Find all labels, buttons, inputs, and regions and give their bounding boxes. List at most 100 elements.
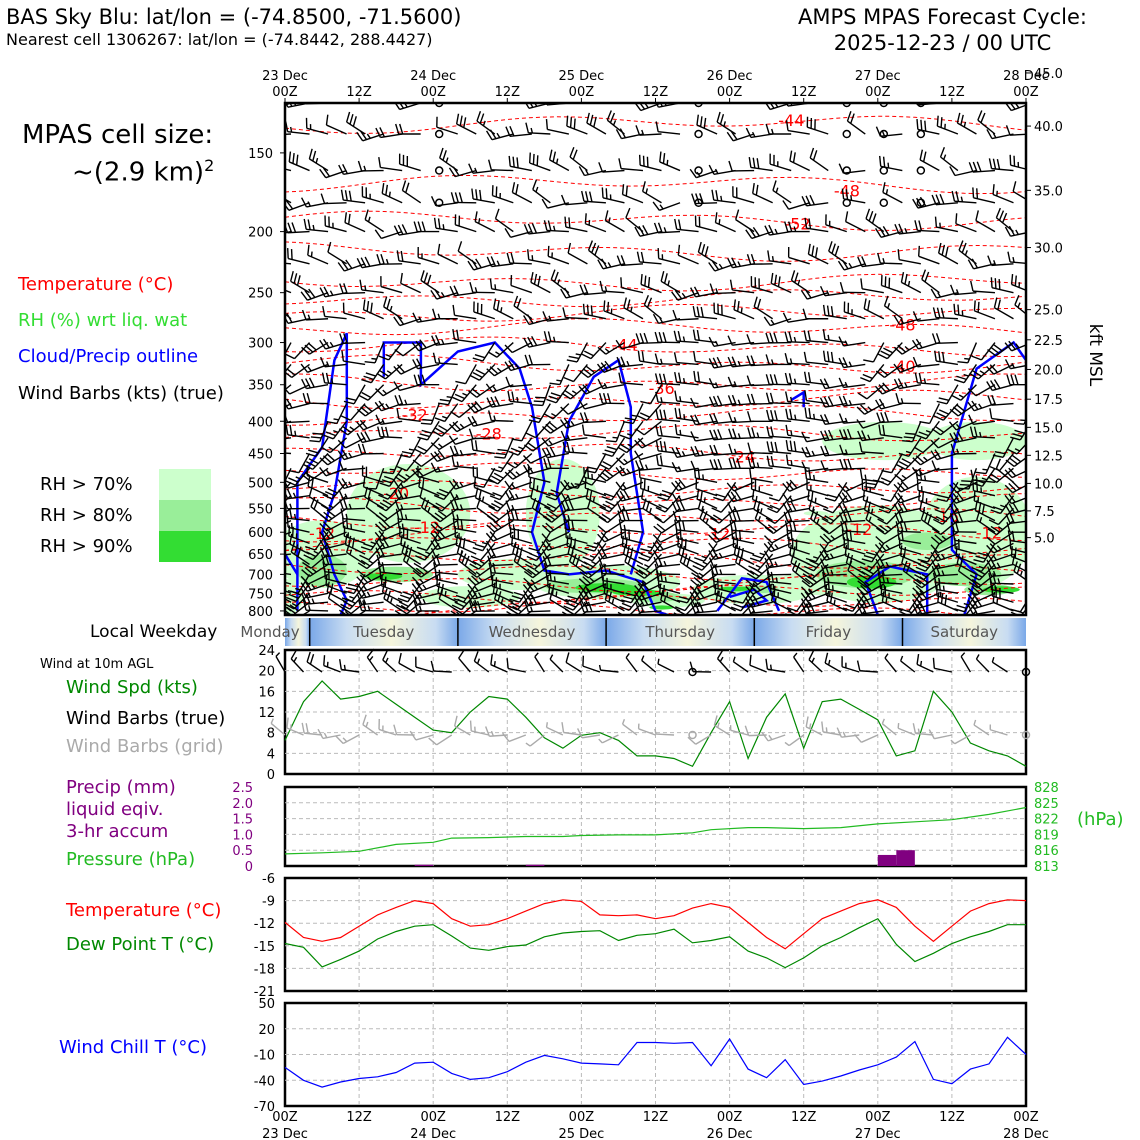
barb-half-flag [789,496,794,502]
profile-wind-barb [454,214,477,233]
profile-wind-barb [846,110,866,135]
barb-flag [458,550,464,562]
profile-wind-barb [673,352,699,366]
barb-flag [285,596,297,602]
barb-flag [569,117,573,128]
profile-wind-barb [839,444,866,456]
barb-flag [944,246,949,258]
profile-wind-barb [788,536,810,555]
barb-flag [745,579,755,588]
pressure-label: Pressure (hPa) [66,849,196,870]
profile-wind-barb [728,443,755,455]
barb-half-flag [329,290,334,296]
barb-flag [921,269,927,280]
barb-flag [703,117,707,129]
barb-half-flag [535,186,539,193]
barb-flag [801,603,808,614]
barb-half-flag [424,551,431,555]
barb-flag [986,544,995,554]
barb-flag [452,396,463,403]
profile-wind-barb [809,147,829,172]
barb-flag [770,410,774,421]
barb-flag [994,278,997,289]
barb-flag [327,487,338,494]
barb-flag [324,554,330,565]
barb-flag [813,511,819,522]
barb-half-flag [575,353,581,356]
barb-flag [790,501,797,512]
barb-half-flag [702,561,708,565]
barb-flag [850,113,855,124]
barb-flag [900,271,905,283]
profile-wind-barb [972,187,996,204]
profile-wind-barb [709,458,736,471]
profile-wind-barb [289,271,310,294]
profile-wind-barb [430,196,458,207]
barb-flag [728,458,733,469]
barb-flag [327,241,332,253]
barb-flag [474,487,479,498]
barb-flag [430,540,438,550]
barb-flag [708,336,715,347]
profile-wind-barb [528,403,551,424]
barb-flag [753,498,758,510]
profile-wind-barb [764,224,792,236]
profile-wind-barb [875,531,903,545]
barb-half-flag [790,396,793,403]
profile-wind-barb [992,184,1014,204]
barb-flag [976,161,982,172]
barb-flag [531,335,538,346]
barb-flag [819,285,826,297]
barb-flag [809,194,815,206]
profile-wind-barb [488,495,514,512]
profile-wind-barb [977,110,996,135]
barb-flag [819,543,828,553]
barb-flag [696,306,700,317]
barb-half-flag [904,227,908,234]
calm-wind-marker [434,166,444,175]
barb-flag [808,499,813,510]
profile-wind-barb [969,426,995,439]
barb-flag [898,461,909,468]
barb-flag [653,222,659,233]
barb-flag [305,593,311,605]
profile-wind-barb [543,331,569,344]
profile-wind-barb [356,130,384,142]
barb-flag [877,518,888,525]
profile-wind-barb [319,507,347,522]
profile-wind-barb [584,453,607,474]
barb-flag [300,575,309,585]
barb-flag [456,611,462,615]
barb-flag [678,478,687,489]
barb-flag [915,598,923,608]
profile-wind-barb [708,542,736,552]
profile-wind-barb [358,384,385,401]
profile-wind-barb [894,467,922,482]
barb-flag [504,344,513,354]
barb-staff [547,128,570,135]
barb-flag [601,548,608,559]
barb-flag [487,410,492,421]
barb-flag [609,112,616,123]
barb-flag [876,412,882,423]
barb-flag [602,461,613,468]
barb-flag [920,560,931,566]
profile-wind-barb [838,357,866,369]
barb-flag [801,196,808,207]
barb-flag [273,588,276,598]
barb-flag [802,308,807,319]
barb-half-flag [532,563,538,568]
barb-staff [567,252,588,265]
barb-flag [770,426,774,437]
profile-wind-barb [953,303,977,320]
barb-flag [750,355,756,366]
barb-staff [464,364,477,385]
barb-staff [343,360,366,366]
barb-half-flag [363,585,368,591]
profile-wind-barb [826,590,848,612]
barb-flag [784,391,789,402]
barb-flag [468,390,478,398]
barb-flag [542,311,548,322]
barb-flag [905,432,916,435]
barb-flag [486,256,493,267]
